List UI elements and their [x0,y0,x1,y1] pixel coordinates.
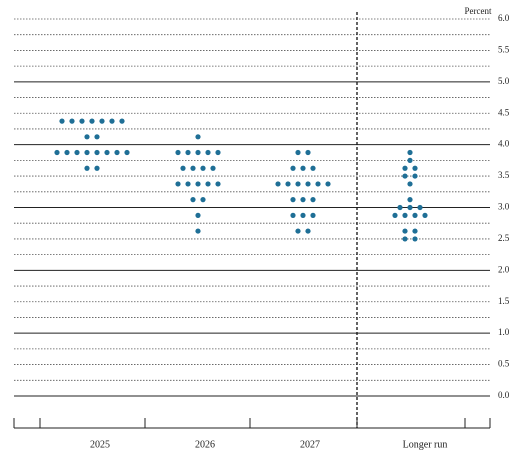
dot [84,134,90,140]
dot [310,197,316,203]
dot [300,197,306,203]
y-tick-label: 2.0 [498,264,510,274]
dot [412,236,418,242]
dot [300,212,306,218]
dot [305,228,311,234]
x-tick-label: Longer run [403,439,448,450]
dot [84,149,90,156]
y-tick-label: 1.0 [498,327,510,337]
dot [290,165,296,171]
dot [195,134,201,140]
dot [290,212,296,218]
dot [109,118,115,124]
dot [89,118,95,124]
y-tick-label: 3.5 [498,170,510,180]
dot [114,149,120,156]
dot [200,165,206,171]
dot [407,157,413,163]
dot [310,165,316,171]
dot [175,181,181,187]
dot [205,181,211,187]
dot [99,118,105,124]
dot [412,228,418,234]
dot [54,149,60,156]
dot [210,165,216,171]
dot [407,197,413,203]
dot [402,165,408,171]
dot [412,212,418,218]
dot [190,165,196,171]
x-tick-label: 2027 [300,439,320,450]
y-tick-label: 6.0 [498,13,510,23]
dot [84,165,90,171]
dot [407,181,413,187]
y-tick-label: 5.5 [498,44,510,54]
dot [392,212,398,218]
dot [175,149,181,156]
dot [215,149,221,156]
y-tick-label: 4.0 [498,139,510,149]
dot [190,197,196,203]
dot [275,181,281,187]
y-axis-label: Percent [465,6,492,16]
dot [295,149,301,156]
dot [315,181,321,187]
dot [310,212,316,218]
dot [397,204,403,211]
dot [104,149,110,156]
dot [59,118,65,124]
dot [402,236,408,242]
dot [64,149,70,156]
dot [402,228,408,234]
dot [305,149,311,156]
dot [195,149,201,156]
dot [94,165,100,171]
y-tick-label: 5.0 [498,76,510,86]
y-tick-label: 2.5 [498,233,510,243]
dot [402,173,408,179]
dot [195,212,201,218]
dot [325,181,331,187]
dot [79,118,85,124]
dot [185,181,191,187]
dot [300,165,306,171]
dot [200,197,206,203]
dot [195,228,201,234]
dot [69,118,75,124]
dot [295,181,301,187]
dot [285,181,291,187]
dot [215,181,221,187]
x-tick-label: 2026 [195,439,215,450]
dot [305,181,311,187]
y-tick-label: 0.5 [498,359,510,369]
y-tick-label: 0.0 [498,390,510,400]
y-tick-label: 4.5 [498,107,510,117]
y-tick-label: 1.5 [498,296,510,306]
dot [417,204,423,211]
dot [407,204,413,211]
dot [402,212,408,218]
dot [422,212,428,218]
dot [205,149,211,156]
dot [407,149,413,156]
dot [412,173,418,179]
dot [94,149,100,156]
y-tick-label: 3.0 [498,202,510,212]
dot [74,149,80,156]
dot [124,149,130,156]
dot [185,149,191,156]
dot [295,228,301,234]
dot [119,118,125,124]
dot [94,134,100,140]
dot [195,181,201,187]
dot [180,165,186,171]
dot [290,197,296,203]
dot [412,165,418,171]
x-tick-label: 2025 [90,439,110,450]
